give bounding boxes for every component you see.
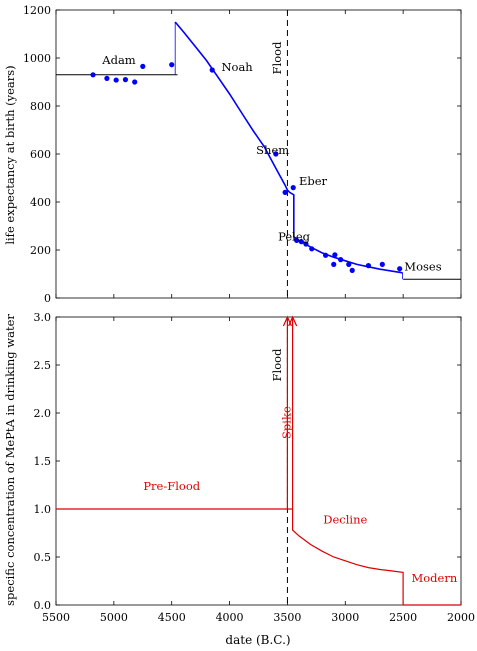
y-tick-label: 1.0 [34, 503, 52, 516]
data-point [365, 263, 372, 269]
data-point [349, 267, 355, 273]
x-tick-label: 4000 [216, 611, 244, 624]
model-curve [174, 21, 403, 274]
x-axis-label: date (B.C.) [225, 633, 290, 647]
annotation-label: Adam [101, 53, 136, 67]
data-point [132, 79, 138, 85]
x-tick-label: 3500 [273, 611, 301, 624]
annotation-label: Peleg [278, 229, 311, 243]
data-point [273, 151, 279, 157]
data-point [309, 246, 315, 252]
data-point [90, 72, 96, 78]
data-point [338, 257, 344, 263]
x-tick-label: 5500 [42, 611, 70, 624]
y-tick-label: 600 [30, 148, 51, 161]
y-tick-label: 1000 [23, 52, 51, 65]
data-point [282, 189, 288, 195]
y-tick-label: 400 [30, 196, 51, 209]
y-tick-label: 2.5 [34, 359, 52, 372]
annotation-label: Spike [279, 406, 293, 439]
concentration-chart: 0.0 0.5 1.0 1.5 2.0 2.5 3.0 5500 5000 4500 4000 350… [34, 311, 476, 624]
data-point [169, 62, 175, 68]
annotation-label: Pre-Flood [143, 479, 200, 493]
data-point [209, 67, 215, 73]
annotation-label: Modern [411, 571, 457, 585]
y-tick-label: 0 [44, 292, 51, 305]
x-tick-label: 2500 [389, 611, 417, 624]
data-point [298, 239, 304, 245]
data-point [303, 241, 309, 247]
y-tick-label: 200 [30, 244, 51, 257]
spike-arrow [288, 315, 298, 327]
data-point [379, 261, 385, 267]
y-tick-label: 1.5 [34, 455, 52, 468]
concentration-curve [56, 317, 461, 606]
x-tick-label: 3000 [331, 611, 359, 624]
annotation-label: Shem [256, 143, 289, 157]
y-tick-label: 0.5 [34, 551, 52, 564]
data-point [397, 266, 403, 272]
y-tick-label: 800 [30, 100, 51, 113]
x-tick-label: 5000 [100, 611, 128, 624]
annotation-label: Decline [323, 512, 367, 526]
y-axis-label-bottom: specific concentration of MePtA in drink… [3, 314, 17, 606]
y-tick-label: 2.0 [34, 407, 52, 420]
y-tick-label: 1200 [23, 4, 51, 17]
annotation-label: Noah [221, 60, 253, 74]
y-tick-label: 3.0 [34, 311, 52, 324]
data-point [346, 261, 352, 267]
data-point [332, 252, 338, 258]
annotation-label: Moses [404, 259, 441, 273]
data-point [140, 63, 146, 69]
y-tick-label: 0.0 [34, 599, 52, 612]
x-tick-label: 2000 [447, 611, 475, 624]
y-axis-label-top: life expectancy at birth (years) [3, 65, 17, 244]
annotation-label: Flood [270, 348, 284, 382]
annotation-label: Flood [270, 41, 284, 75]
annotation-label: Eber [299, 174, 328, 188]
life-expectancy-chart: 0 200 400 600 800 1000 1200 Adam Noah Shem Eber Pel… [23, 4, 462, 305]
data-point [104, 75, 110, 81]
data-point [290, 185, 296, 191]
data-point [294, 237, 300, 243]
x-tick-label: 4500 [158, 611, 186, 624]
data-point [113, 77, 119, 83]
plot-frame [55, 316, 462, 606]
data-point [331, 261, 337, 267]
data-point [323, 252, 329, 258]
data-point [122, 77, 129, 83]
